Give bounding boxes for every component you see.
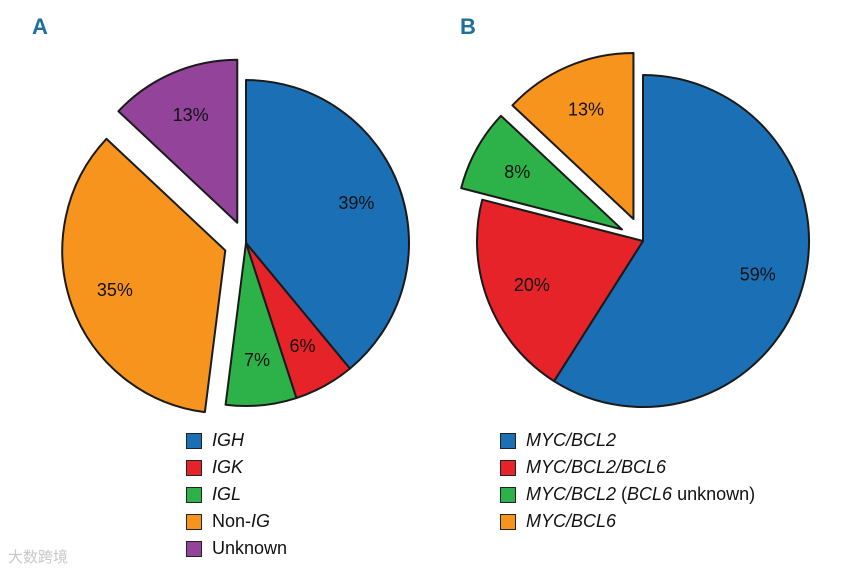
pie-slice-myc-bcl6 [511, 51, 635, 220]
panel-a-label: A [32, 14, 48, 39]
legend-label-suffix: unknown) [672, 484, 756, 504]
legend-item-myc-bcl2-bcl6-unknown: MYC/BCL2 (BCL6 unknown) [500, 481, 755, 508]
legend-swatch [186, 459, 202, 476]
pie-data-label: 8% [504, 162, 530, 182]
pie-chart-b: 59% 20% 8% 13% [460, 51, 810, 408]
legend-label: IG [251, 511, 271, 531]
watermark: 大数跨境 [8, 548, 69, 566]
legend-item-myc-bcl2: MYC/BCL2 [500, 427, 755, 454]
pie-slice-myc-bcl2-bcl6-unknown- [460, 114, 623, 231]
pie-slice-unknown [117, 58, 239, 224]
legend-item-igl: IGL [186, 481, 287, 508]
pie-data-label: 13% [173, 105, 209, 125]
legend-swatch [500, 486, 516, 503]
legend-label-prefix: Non- [212, 511, 252, 531]
legend-label-mid: ( [616, 484, 628, 504]
legend-label-italic2: BCL6 [627, 484, 673, 504]
legend-label: MYC/BCL2 [526, 430, 617, 450]
pie-chart-a: 39% 6% 7% 35% 13% [61, 58, 410, 414]
pie-data-label: 20% [514, 275, 550, 295]
legend-item-myc-bcl6: MYC/BCL6 [500, 508, 755, 535]
panel-b-label: B [460, 14, 476, 39]
legend-label: IGH [212, 430, 245, 450]
pie-data-label: 59% [740, 264, 776, 284]
legend-label: IGK [212, 457, 244, 477]
legend-label: MYC/BCL2 [526, 484, 617, 504]
pie-data-label: 39% [338, 193, 374, 213]
pie-slice-myc-bcl2-bcl6 [476, 198, 644, 383]
legend-label: MYC/BCL2/BCL6 [526, 457, 667, 477]
legend-item-unknown: Unknown [186, 535, 287, 562]
legend-swatch [500, 513, 516, 530]
legend-item-igh: IGH [186, 427, 287, 454]
legend-a: IGH IGK IGL Non-IG Unknown [186, 427, 287, 562]
legend-b: MYC/BCL2 MYC/BCL2/BCL6 MYC/BCL2 (BCL6 un… [500, 427, 755, 535]
pie-data-label: 13% [568, 99, 604, 119]
legend-label: IGL [212, 484, 242, 504]
legend-item-igk: IGK [186, 454, 287, 481]
pie-slice-igh [245, 79, 410, 370]
pie-slice-igl [224, 242, 298, 407]
pie-slice-non-ig [61, 137, 227, 414]
legend-swatch [186, 486, 202, 503]
legend-item-non-ig: Non-IG [186, 508, 287, 535]
pie-data-label: 35% [97, 280, 133, 300]
legend-swatch [186, 432, 202, 449]
legend-label: MYC/BCL6 [526, 511, 617, 531]
pie-data-label: 7% [244, 350, 270, 370]
legend-swatch [186, 540, 202, 557]
legend-swatch [500, 432, 516, 449]
pie-slice-myc-bcl2 [553, 74, 810, 408]
pie-data-label: 6% [290, 336, 316, 356]
legend-swatch [186, 513, 202, 530]
legend-label: Unknown [212, 538, 288, 558]
legend-item-myc-bcl2-bcl6: MYC/BCL2/BCL6 [500, 454, 755, 481]
legend-swatch [500, 459, 516, 476]
